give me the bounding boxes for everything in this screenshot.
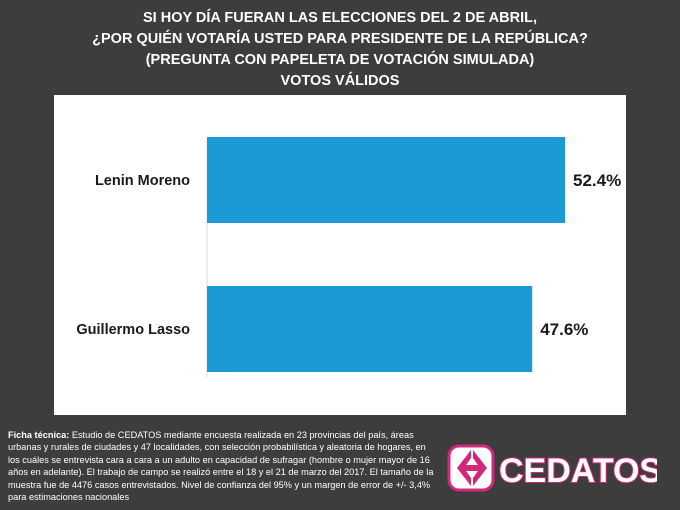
footnote-text: Estudio de CEDATOS mediante encuesta rea… [8, 430, 434, 503]
logo-text: CEDATOS [499, 452, 657, 490]
cedatos-logo: CEDATOS [447, 440, 663, 496]
title-line-3: (PREGUNTA CON PAPELETA DE VOTACIÓN SIMUL… [145, 52, 535, 68]
title-line-4: VOTOS VÁLIDOS [280, 73, 400, 89]
chart-panel: Lenin Moreno 52.4% Guillermo Lasso 47.6% [54, 95, 626, 415]
value-label-1: 47.6% [540, 320, 588, 339]
title-line-2: ¿POR QUIÉN VOTARÍA USTED PARA PRESIDENTE… [92, 31, 588, 47]
cedatos-logo-icon [447, 444, 495, 492]
chart-title: SI HOY DÍA FUERAN LAS ELECCIONES DEL 2 D… [0, 8, 680, 92]
bar-chart: Lenin Moreno 52.4% Guillermo Lasso 47.6% [76, 137, 621, 377]
footnote: Ficha técnica: Estudio de CEDATOS median… [8, 429, 438, 503]
footnote-label: Ficha técnica: [8, 430, 70, 440]
bar-0 [207, 137, 565, 223]
category-label-1: Guillermo Lasso [76, 322, 190, 338]
category-label-0: Lenin Moreno [95, 173, 190, 189]
title-line-1: SI HOY DÍA FUERAN LAS ELECCIONES DEL 2 D… [143, 10, 537, 26]
bar-1 [207, 286, 533, 372]
value-label-0: 52.4% [573, 171, 621, 190]
